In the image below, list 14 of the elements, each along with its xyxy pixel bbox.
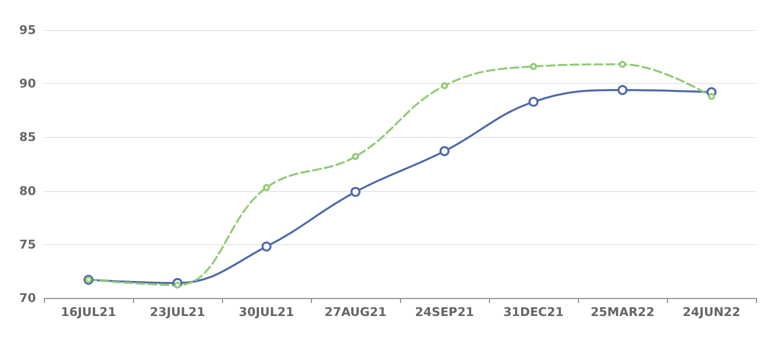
y-tick-label: 70 (19, 291, 36, 305)
y-tick-label: 95 (19, 23, 36, 37)
x-tick-label: 30JUL21 (238, 305, 294, 319)
x-tick-label: 25MAR22 (590, 305, 654, 319)
x-tick-label: 24SEP21 (414, 305, 474, 319)
x-tick-label: 24JUN22 (682, 305, 740, 319)
y-tick-label: 85 (19, 130, 36, 144)
x-tick-label: 31DEC21 (503, 305, 564, 319)
x-tick-label: 23JUL21 (150, 305, 206, 319)
y-tick-label: 80 (19, 184, 36, 198)
x-tick-label: 16JUL21 (60, 305, 116, 319)
y-tick-label: 75 (19, 237, 36, 252)
x-tick-label: 27AUG21 (324, 305, 386, 319)
y-tick-label: 90 (19, 76, 36, 91)
